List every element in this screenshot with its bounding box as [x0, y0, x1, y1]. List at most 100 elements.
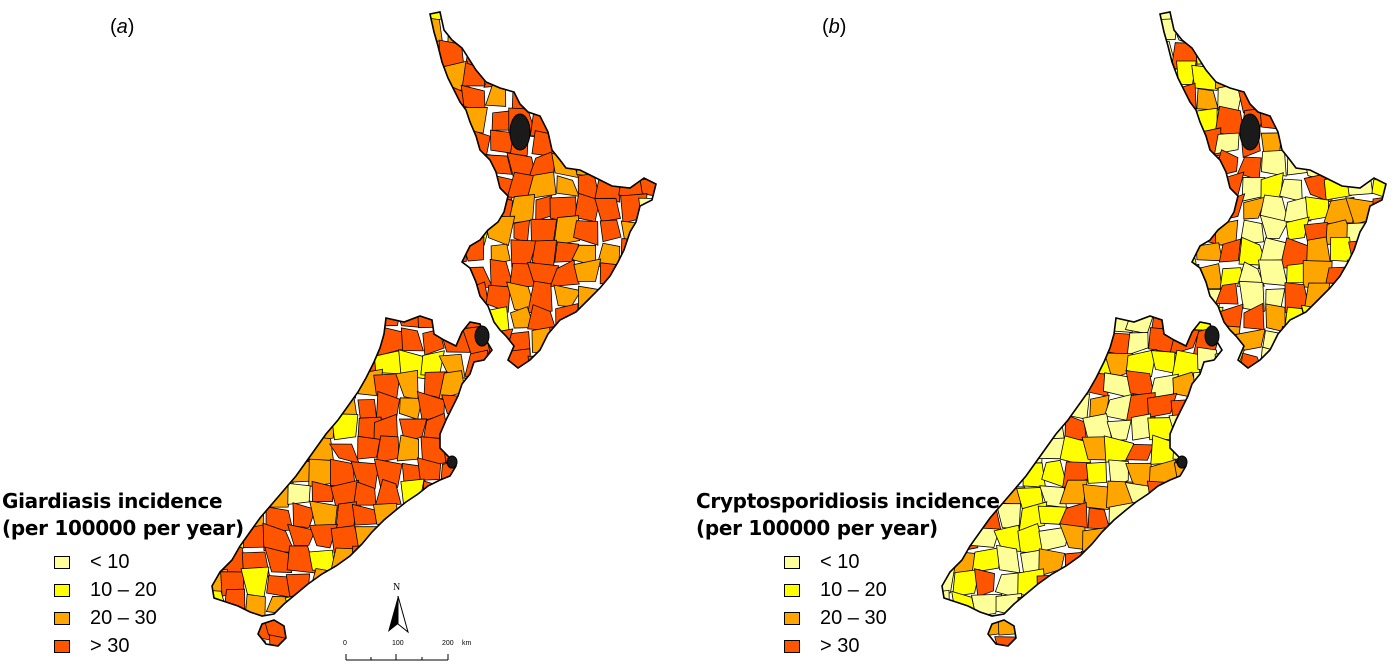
area-unit — [638, 40, 656, 68]
area-unit — [222, 415, 250, 443]
area-unit — [555, 132, 579, 152]
area-unit — [357, 435, 381, 460]
area-unit — [1285, 216, 1310, 241]
area-unit — [401, 260, 421, 287]
area-unit — [212, 372, 229, 401]
area-unit — [1354, 348, 1372, 378]
area-unit — [1280, 611, 1311, 637]
area-unit — [1390, 305, 1400, 333]
area-unit — [1088, 259, 1114, 292]
area-unit — [618, 394, 641, 424]
area-unit — [374, 12, 403, 24]
area-unit — [1058, 501, 1088, 529]
area-unit — [374, 64, 403, 89]
area-unit — [223, 109, 251, 130]
area-unit — [573, 349, 599, 378]
area-unit — [288, 170, 312, 203]
area-unit — [1344, 508, 1377, 532]
area-unit — [664, 395, 686, 422]
area-unit — [1021, 304, 1046, 331]
area-unit — [240, 435, 268, 467]
area-unit — [1082, 64, 1113, 85]
area-unit — [1301, 570, 1333, 596]
area-unit — [1390, 287, 1400, 308]
area-unit — [1155, 284, 1179, 311]
area-unit — [1325, 153, 1353, 177]
area-unit — [620, 238, 648, 267]
area-unit — [620, 522, 644, 553]
area-unit — [266, 174, 296, 201]
legend-a-item: 20 – 30 — [54, 604, 244, 632]
area-unit — [1278, 83, 1306, 108]
area-unit — [1281, 21, 1309, 41]
area-unit — [942, 264, 958, 289]
area-unit — [993, 64, 1019, 91]
area-unit — [1218, 238, 1242, 263]
area-unit — [262, 327, 294, 352]
area-unit — [906, 107, 929, 134]
area-unit — [942, 440, 952, 466]
area-unit — [417, 86, 447, 110]
area-unit — [417, 130, 444, 153]
area-unit — [422, 480, 443, 510]
area-unit — [1060, 617, 1089, 644]
area-unit — [912, 42, 936, 66]
area-unit — [638, 259, 656, 291]
area-unit — [1368, 352, 1386, 375]
area-unit — [908, 0, 936, 22]
area-unit — [483, 638, 513, 646]
area-unit — [942, 66, 959, 87]
legend-label: > 30 — [820, 634, 860, 657]
area-unit — [218, 151, 252, 179]
area-unit — [1301, 526, 1334, 556]
area-unit — [1395, 415, 1400, 444]
area-unit — [212, 464, 223, 484]
area-unit — [509, 61, 534, 90]
area-unit — [330, 413, 359, 441]
area-unit — [535, 84, 559, 110]
area-unit — [222, 370, 252, 400]
area-unit — [1147, 170, 1171, 200]
scale-unit: km — [462, 640, 472, 647]
area-unit — [942, 198, 958, 218]
area-unit — [1306, 106, 1332, 134]
area-unit — [223, 201, 252, 224]
area-unit — [594, 525, 622, 550]
area-unit — [175, 219, 199, 245]
area-unit — [1239, 219, 1265, 245]
area-unit — [439, 12, 468, 22]
legend-a-item: 10 – 20 — [54, 576, 244, 604]
area-unit — [1242, 571, 1267, 599]
area-unit — [1018, 281, 1046, 308]
area-unit — [1213, 435, 1246, 459]
area-unit — [1369, 592, 1386, 613]
area-unit — [508, 435, 534, 463]
area-unit — [1396, 40, 1400, 67]
area-unit — [244, 171, 273, 202]
area-unit — [467, 177, 486, 203]
area-unit — [1307, 633, 1333, 646]
area-unit — [661, 62, 686, 91]
area-unit — [352, 240, 383, 266]
area-unit — [639, 176, 656, 198]
area-unit — [907, 19, 934, 44]
area-unit — [1191, 591, 1224, 614]
area-unit — [1260, 61, 1288, 93]
area-unit — [1125, 526, 1158, 551]
area-unit — [575, 458, 604, 489]
area-unit — [1039, 590, 1063, 619]
area-unit — [307, 591, 338, 621]
area-unit — [529, 459, 551, 487]
area-unit — [402, 194, 425, 222]
area-unit — [907, 460, 936, 483]
area-unit — [176, 17, 204, 47]
area-unit — [948, 244, 975, 267]
area-unit — [1239, 12, 1260, 22]
area-unit — [551, 60, 580, 92]
area-unit — [1216, 552, 1240, 575]
area-unit — [353, 16, 377, 48]
area-unit — [1347, 369, 1375, 399]
area-unit — [466, 525, 494, 551]
area-unit — [554, 241, 580, 263]
area-unit — [595, 638, 618, 646]
